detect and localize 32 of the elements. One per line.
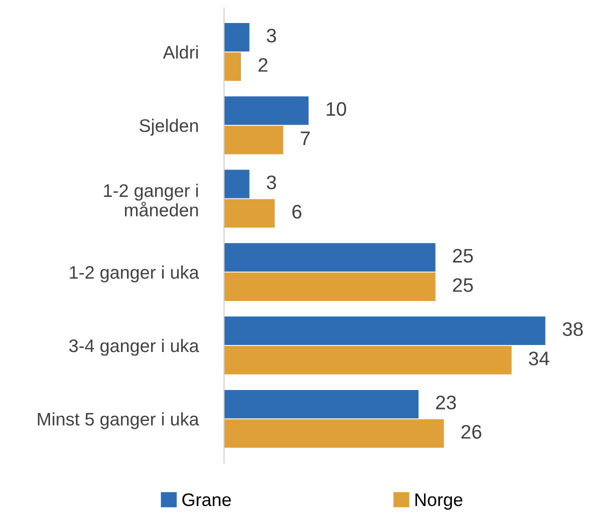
bar <box>224 316 546 346</box>
y-tick-label: 1-2 ganger i uka <box>70 266 200 282</box>
bar <box>224 346 512 374</box>
data-label: 7 <box>300 132 310 146</box>
data-label: 10 <box>326 102 346 116</box>
bar <box>224 199 275 228</box>
legend-label: Norge <box>415 494 462 510</box>
y-tick-label: 1-2 ganger i måneden <box>104 184 198 216</box>
data-label: 2 <box>258 58 268 72</box>
data-label: 34 <box>528 352 550 366</box>
legend-label: Grane <box>182 493 231 506</box>
data-label: 25 <box>453 278 473 292</box>
data-label: 6 <box>292 204 302 219</box>
data-label: 3 <box>266 175 276 190</box>
data-label: 38 <box>562 322 583 336</box>
bar <box>224 23 250 52</box>
bar <box>224 96 309 125</box>
bar <box>224 243 436 272</box>
bar <box>224 52 241 81</box>
bar <box>224 419 444 448</box>
data-label: 26 <box>461 424 482 439</box>
y-tick-label: Sjelden <box>140 118 198 136</box>
bar <box>224 272 436 302</box>
data-label: 23 <box>436 396 456 410</box>
bar <box>224 390 418 418</box>
bar <box>224 170 250 198</box>
y-tick-label: Aldri <box>162 45 198 59</box>
data-label: 3 <box>266 28 276 43</box>
bar <box>224 126 284 154</box>
y-tick-label: 3-4 ganger i uka <box>69 338 200 356</box>
y-tick-label: Minst 5 ganger i uka <box>38 412 200 430</box>
data-label: 25 <box>453 248 473 263</box>
